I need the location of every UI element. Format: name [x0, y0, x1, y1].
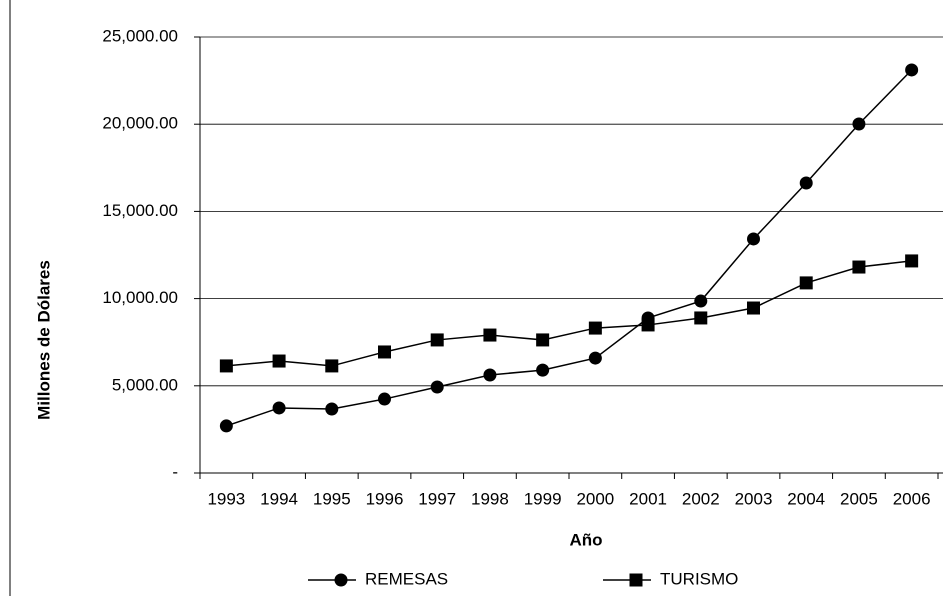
- legend-marker: [629, 573, 643, 587]
- x-axis-label: Año: [569, 530, 602, 549]
- data-point: [272, 401, 286, 415]
- x-tick-label: 1994: [260, 489, 298, 508]
- y-tick-label: 5,000.00: [112, 375, 178, 394]
- data-point: [747, 301, 760, 315]
- data-point: [430, 380, 444, 394]
- y-tick-label: 20,000.00: [102, 114, 178, 133]
- x-tick-label: 1996: [366, 489, 404, 508]
- data-point: [483, 368, 497, 382]
- x-tick-label: 2003: [735, 489, 773, 508]
- data-point: [799, 176, 813, 190]
- data-point: [641, 318, 655, 332]
- y-tick-label: 15,000.00: [102, 201, 178, 220]
- data-point: [852, 260, 866, 274]
- y-axis-label: Millones de Dólares: [34, 260, 53, 420]
- data-point: [378, 345, 391, 359]
- series-line: [226, 260, 912, 367]
- data-point: [219, 419, 233, 433]
- series-line: [226, 69, 913, 427]
- data-point: [799, 276, 813, 290]
- data-point: [852, 117, 866, 131]
- legend-label: TURISMO: [660, 569, 738, 588]
- x-tick-label: 1998: [471, 489, 509, 508]
- y-tick-label: 25,000.00: [102, 26, 178, 45]
- legend-label: REMESAS: [365, 569, 448, 588]
- data-point: [747, 232, 760, 246]
- data-point: [588, 321, 602, 335]
- data-point: [219, 359, 233, 373]
- y-tick-label: -: [172, 462, 178, 481]
- data-point: [325, 402, 339, 416]
- data-point: [536, 333, 550, 347]
- data-point: [325, 359, 339, 373]
- data-point: [694, 294, 708, 308]
- y-tick-label: 10,000.00: [102, 288, 178, 307]
- data-point: [378, 392, 391, 406]
- data-point: [483, 328, 497, 342]
- x-tick-label: 2002: [682, 489, 720, 508]
- x-tick-label: 2006: [893, 489, 931, 508]
- x-tick-label: 1997: [418, 489, 456, 508]
- data-point: [905, 254, 919, 268]
- data-point: [905, 63, 919, 77]
- data-point: [430, 333, 444, 347]
- x-tick-label: 2001: [629, 489, 667, 508]
- x-tick-label: 2000: [576, 489, 614, 508]
- legend-marker: [334, 573, 348, 587]
- data-point: [588, 351, 602, 365]
- x-tick-label: 2005: [840, 489, 878, 508]
- x-tick-label: 1995: [313, 489, 351, 508]
- data-point: [272, 354, 286, 368]
- x-tick-label: 1993: [207, 489, 245, 508]
- data-point: [694, 311, 708, 325]
- data-point: [536, 363, 550, 377]
- x-tick-label: 1999: [524, 489, 562, 508]
- x-tick-label: 2004: [787, 489, 825, 508]
